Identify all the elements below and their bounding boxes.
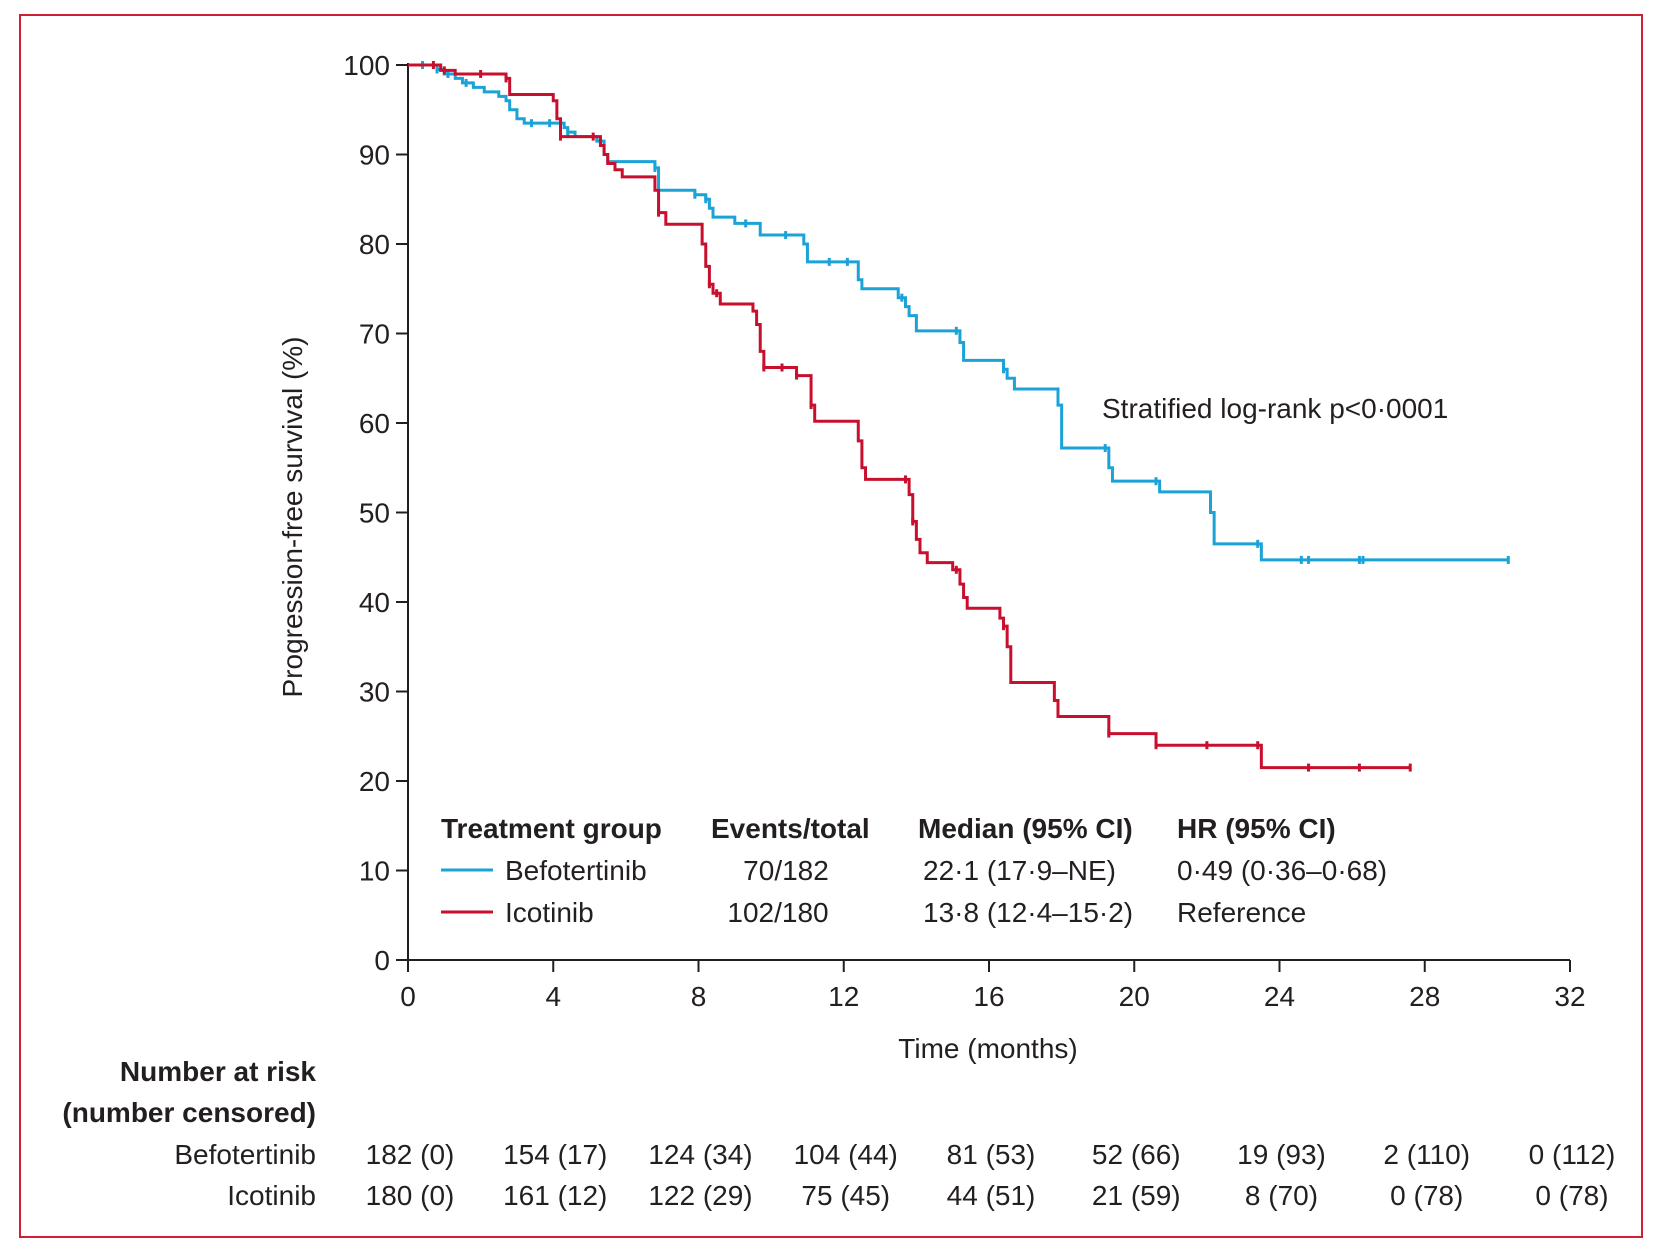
- risk-table-subtitle: (number censored): [62, 1097, 316, 1128]
- y-tick-label: 90: [359, 140, 390, 171]
- y-tick-label: 20: [359, 766, 390, 797]
- y-tick-label: 0: [374, 945, 390, 976]
- risk-cell-befotertinib: 182 (0): [366, 1139, 455, 1170]
- y-axis-label: Progression-free survival (%): [277, 337, 308, 698]
- y-tick-label: 70: [359, 319, 390, 350]
- x-tick-label: 32: [1554, 981, 1585, 1012]
- x-tick-label: 16: [973, 981, 1004, 1012]
- risk-table-title: Number at risk: [120, 1056, 316, 1087]
- legend-header-hr: HR (95% CI): [1177, 813, 1336, 844]
- risk-cell-befotertinib: 154 (17): [503, 1139, 607, 1170]
- risk-cell-icotinib: 8 (70): [1245, 1180, 1318, 1211]
- risk-cell-befotertinib: 52 (66): [1092, 1139, 1181, 1170]
- legend-header-median: Median (95% CI): [918, 813, 1133, 844]
- risk-cell-icotinib: 0 (78): [1390, 1180, 1463, 1211]
- legend-median-icotinib: 13·8 (12·4–15·2): [923, 897, 1133, 928]
- risk-cell-icotinib: 0 (78): [1535, 1180, 1608, 1211]
- risk-cell-befotertinib: 0 (112): [1529, 1139, 1616, 1170]
- risk-cell-befotertinib: 104 (44): [794, 1139, 898, 1170]
- survival-curves: [408, 61, 1510, 772]
- x-tick-label: 4: [545, 981, 561, 1012]
- y-tick-label: 40: [359, 587, 390, 618]
- risk-cell-icotinib: 44 (51): [947, 1180, 1036, 1211]
- risk-cell-icotinib: 21 (59): [1092, 1180, 1181, 1211]
- risk-row-label-befotertinib: Befotertinib: [174, 1139, 316, 1170]
- legend-hr-icotinib: Reference: [1177, 897, 1306, 928]
- risk-cell-icotinib: 161 (12): [503, 1180, 607, 1211]
- legend-header-events: Events/total: [711, 813, 870, 844]
- y-tick-label: 60: [359, 408, 390, 439]
- legend-median-befotertinib: 22·1 (17·9–NE): [923, 855, 1116, 886]
- x-tick-label: 24: [1264, 981, 1295, 1012]
- legend-events-befotertinib: 70/182: [743, 855, 829, 886]
- log-rank-annotation: Stratified log-rank p<0·0001: [1102, 393, 1448, 424]
- x-tick-label: 0: [400, 981, 416, 1012]
- y-tick-label: 80: [359, 229, 390, 260]
- legend-group-icotinib: Icotinib: [505, 897, 594, 928]
- legend-group-befotertinib: Befotertinib: [505, 855, 647, 886]
- curve-befotertinib: [408, 63, 1509, 562]
- x-axis-label: Time (months): [898, 1033, 1077, 1064]
- x-tick-label: 8: [691, 981, 707, 1012]
- legend-header-group: Treatment group: [441, 813, 662, 844]
- curve-icotinib: [408, 63, 1411, 770]
- legend-table: Treatment group Events/total Median (95%…: [441, 813, 1387, 928]
- risk-cell-befotertinib: 19 (93): [1237, 1139, 1326, 1170]
- x-tick-label: 28: [1409, 981, 1440, 1012]
- risk-cell-befotertinib: 81 (53): [947, 1139, 1036, 1170]
- legend-events-icotinib: 102/180: [727, 897, 828, 928]
- risk-table: Number at risk (number censored) Befoter…: [62, 1056, 1615, 1211]
- risk-row-label-icotinib: Icotinib: [227, 1180, 316, 1211]
- y-tick-label: 10: [359, 856, 390, 887]
- risk-cell-icotinib: 122 (29): [648, 1180, 752, 1211]
- y-tick-label: 30: [359, 677, 390, 708]
- risk-cell-befotertinib: 124 (34): [648, 1139, 752, 1170]
- risk-cell-icotinib: 180 (0): [366, 1180, 455, 1211]
- figure-frame: [19, 14, 1643, 1238]
- risk-cell-icotinib: 75 (45): [801, 1180, 890, 1211]
- risk-table-cells: 182 (0) 154 (17) 124 (34) 104 (44) 81 (53) 52…: [366, 1139, 1616, 1211]
- x-tick-label: 20: [1119, 981, 1150, 1012]
- y-tick-label: 50: [359, 498, 390, 529]
- x-tick-label: 12: [828, 981, 859, 1012]
- legend-hr-befotertinib: 0·49 (0·36–0·68): [1177, 855, 1387, 886]
- axes: 0 10 20 30 40 50 60 70 80 90 100 0 4 8 12 16 20 24 28 32: [343, 50, 1585, 1012]
- risk-cell-befotertinib: 2 (110): [1383, 1139, 1470, 1170]
- y-tick-label: 100: [343, 50, 390, 81]
